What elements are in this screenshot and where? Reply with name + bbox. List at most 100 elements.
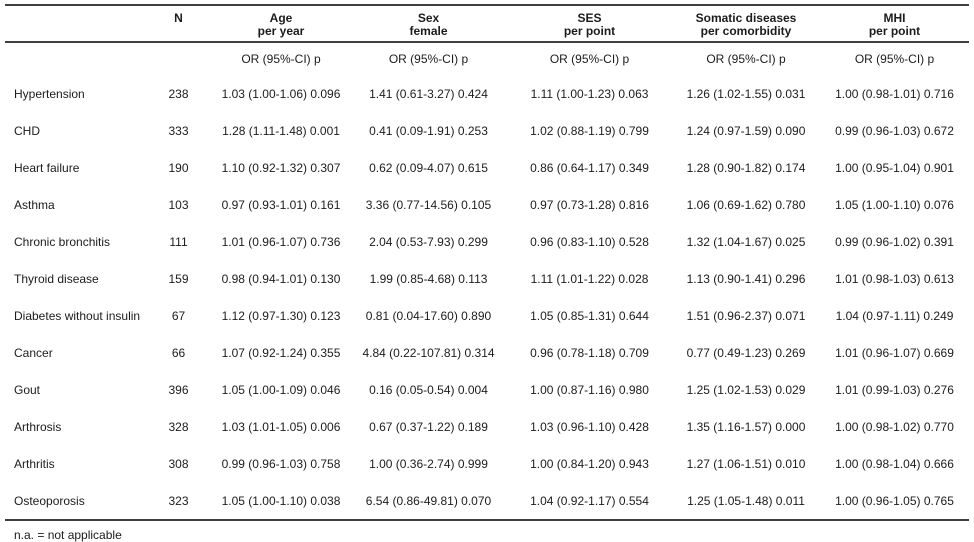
cell-mhi: 1.00 (0.98-1.04) 0.666 bbox=[835, 456, 954, 471]
table-subheader-row: OR (95%-CI) p OR (95%-CI) p OR (95%-CI) … bbox=[5, 42, 969, 75]
col-header-age-line1: Age bbox=[269, 11, 293, 25]
cell-somatic: 1.13 (0.90-1.41) 0.296 bbox=[686, 271, 806, 286]
col-header-somatic: Somatic diseases per comorbidity bbox=[672, 5, 820, 43]
subheader-or-ses: OR (95%-CI) p bbox=[549, 52, 630, 66]
row-label: Arthritis bbox=[14, 456, 55, 471]
table-row-gout: Gout 396 1.05 (1.00-1.09) 0.046 0.16 (0.… bbox=[5, 371, 969, 408]
cell-somatic: 1.28 (0.90-1.82) 0.174 bbox=[686, 160, 806, 175]
cell-sex: 1.41 (0.61-3.27) 0.424 bbox=[369, 86, 488, 101]
table-row-cancer: Cancer 66 1.07 (0.92-1.24) 0.355 4.84 (0… bbox=[5, 334, 969, 371]
cell-n: 333 bbox=[168, 123, 189, 138]
row-label: Diabetes without insulin bbox=[14, 308, 141, 323]
table-row-chd: CHD 333 1.28 (1.11-1.48) 0.001 0.41 (0.0… bbox=[5, 112, 969, 149]
cell-n: 308 bbox=[168, 456, 189, 471]
col-header-n: N bbox=[145, 5, 212, 43]
cell-age: 1.03 (1.01-1.05) 0.006 bbox=[221, 419, 341, 434]
cell-sex: 0.62 (0.09-4.07) 0.615 bbox=[369, 160, 488, 175]
col-header-somatic-line2: per comorbidity bbox=[700, 24, 792, 38]
cell-sex: 1.99 (0.85-4.68) 0.113 bbox=[369, 271, 488, 286]
cell-ses: 1.02 (0.88-1.19) 0.799 bbox=[530, 123, 649, 138]
cell-ses: 1.11 (1.01-1.22) 0.028 bbox=[530, 271, 649, 286]
cell-ses: 1.00 (0.84-1.20) 0.943 bbox=[530, 456, 649, 471]
cell-sex: 3.36 (0.77-14.56) 0.105 bbox=[365, 197, 492, 212]
col-header-empty bbox=[5, 5, 145, 43]
table-row-arthrosis: Arthrosis 328 1.03 (1.01-1.05) 0.006 0.6… bbox=[5, 408, 969, 445]
cell-n: 67 bbox=[171, 308, 186, 323]
col-header-age-line2: per year bbox=[257, 24, 305, 38]
cell-mhi: 0.99 (0.96-1.03) 0.672 bbox=[835, 123, 954, 138]
row-label: Gout bbox=[14, 382, 41, 397]
cell-ses: 1.05 (0.85-1.31) 0.644 bbox=[530, 308, 649, 323]
cell-sex: 6.54 (0.86-49.81) 0.070 bbox=[350, 482, 507, 521]
cell-age: 0.98 (0.94-1.01) 0.130 bbox=[221, 271, 341, 286]
cell-age: 0.97 (0.93-1.01) 0.161 bbox=[221, 197, 341, 212]
cell-n: 238 bbox=[168, 86, 189, 101]
cell-age: 1.07 (0.92-1.24) 0.355 bbox=[221, 345, 341, 360]
col-header-ses: SES per point bbox=[507, 5, 672, 43]
cell-sex: 0.16 (0.05-0.54) 0.004 bbox=[369, 382, 488, 397]
cell-age: 1.28 (1.11-1.48) 0.001 bbox=[222, 123, 340, 138]
table-row-asthma: Asthma 103 0.97 (0.93-1.01) 0.161 3.36 (… bbox=[5, 186, 969, 223]
cell-somatic: 1.27 (1.06-1.51) 0.010 bbox=[686, 456, 806, 471]
col-header-mhi-line2: per point bbox=[868, 24, 921, 38]
col-header-somatic-line1: Somatic diseases bbox=[695, 11, 797, 25]
table-row-arthritis: Arthritis 308 0.99 (0.96-1.03) 0.758 1.0… bbox=[5, 445, 969, 482]
cell-age: 1.03 (1.00-1.06) 0.096 bbox=[221, 86, 341, 101]
cell-ses: 0.86 (0.64-1.17) 0.349 bbox=[530, 160, 649, 175]
cell-mhi: 1.00 (0.95-1.04) 0.901 bbox=[835, 160, 954, 175]
cell-age: 1.05 (1.00-1.09) 0.046 bbox=[221, 382, 341, 397]
row-label: CHD bbox=[14, 123, 40, 138]
table-row-thyroid-disease: Thyroid disease 159 0.98 (0.94-1.01) 0.1… bbox=[5, 260, 969, 297]
cell-age: 1.10 (0.92-1.32) 0.307 bbox=[221, 160, 341, 175]
cell-ses: 1.03 (0.96-1.10) 0.428 bbox=[530, 419, 649, 434]
cell-mhi: 1.00 (0.98-1.02) 0.770 bbox=[835, 419, 954, 434]
table-row-diabetes-without-insulin: Diabetes without insulin 67 1.12 (0.97-1… bbox=[5, 297, 969, 334]
col-header-sex-line2: female bbox=[409, 24, 448, 38]
cell-age: 1.12 (0.97-1.30) 0.123 bbox=[221, 308, 341, 323]
row-label: Cancer bbox=[14, 345, 53, 360]
row-label: Heart failure bbox=[14, 160, 80, 175]
cell-somatic: 1.35 (1.16-1.57) 0.000 bbox=[686, 419, 806, 434]
cell-age: 1.01 (0.96-1.07) 0.736 bbox=[221, 234, 341, 249]
cell-mhi: 1.00 (0.96-1.05) 0.765 bbox=[820, 482, 969, 521]
cell-somatic: 1.25 (1.02-1.53) 0.029 bbox=[686, 382, 806, 397]
cell-somatic: 1.06 (0.69-1.62) 0.780 bbox=[686, 197, 806, 212]
cell-sex: 4.84 (0.22-107.81) 0.314 bbox=[362, 345, 495, 360]
cell-sex: 1.00 (0.36-2.74) 0.999 bbox=[369, 456, 488, 471]
table-header-row: N Age per year Sex female SES per point Som… bbox=[5, 5, 969, 43]
cell-ses: 0.97 (0.73-1.28) 0.816 bbox=[530, 197, 649, 212]
cell-ses: 0.96 (0.83-1.10) 0.528 bbox=[530, 234, 649, 249]
cell-somatic: 0.77 (0.49-1.23) 0.269 bbox=[686, 345, 806, 360]
col-header-sex: Sex female bbox=[350, 5, 507, 43]
col-header-mhi: MHI per point bbox=[820, 5, 969, 43]
subheader-empty bbox=[145, 42, 212, 75]
cell-ses: 1.11 (1.00-1.23) 0.063 bbox=[530, 86, 649, 101]
cell-n: 396 bbox=[168, 382, 189, 397]
cell-ses: 0.96 (0.78-1.18) 0.709 bbox=[530, 345, 649, 360]
cell-somatic: 1.51 (0.96-2.37) 0.071 bbox=[686, 308, 806, 323]
cell-somatic: 1.32 (1.04-1.67) 0.025 bbox=[686, 234, 806, 249]
table-row-osteoporosis: Osteoporosis 323 1.05 (1.00-1.10) 0.038 … bbox=[5, 482, 969, 521]
cell-mhi: 1.04 (0.97-1.11) 0.249 bbox=[835, 308, 954, 323]
cell-ses: 1.04 (0.92-1.17) 0.554 bbox=[507, 482, 672, 521]
row-label: Asthma bbox=[14, 197, 55, 212]
cell-somatic: 1.24 (0.97-1.59) 0.090 bbox=[686, 123, 806, 138]
subheader-empty bbox=[5, 42, 145, 75]
cell-sex: 2.04 (0.53-7.93) 0.299 bbox=[369, 234, 488, 249]
subheader-or-mhi: OR (95%-CI) p bbox=[854, 52, 935, 66]
table-footnote: n.a. = not applicable bbox=[14, 528, 122, 542]
cell-somatic: 1.25 (1.05-1.48) 0.011 bbox=[672, 482, 820, 521]
table-row-hypertension: Hypertension 238 1.03 (1.00-1.06) 0.096 … bbox=[5, 75, 969, 112]
row-label: Arthrosis bbox=[14, 419, 62, 434]
cell-age: 1.05 (1.00-1.10) 0.038 bbox=[212, 482, 350, 521]
cell-somatic: 1.26 (1.02-1.55) 0.031 bbox=[686, 86, 806, 101]
cell-mhi: 1.01 (0.96-1.07) 0.669 bbox=[835, 345, 954, 360]
col-header-ses-line1: SES bbox=[577, 11, 602, 25]
subheader-or-sex: OR (95%-CI) p bbox=[388, 52, 469, 66]
table-row-chronic-bronchitis: Chronic bronchitis 111 1.01 (0.96-1.07) … bbox=[5, 223, 969, 260]
col-header-age: Age per year bbox=[212, 5, 350, 43]
subheader-or-somatic: OR (95%-CI) p bbox=[706, 52, 786, 66]
cell-mhi: 1.01 (0.99-1.03) 0.276 bbox=[835, 382, 954, 397]
row-label: Chronic bronchitis bbox=[14, 234, 111, 249]
